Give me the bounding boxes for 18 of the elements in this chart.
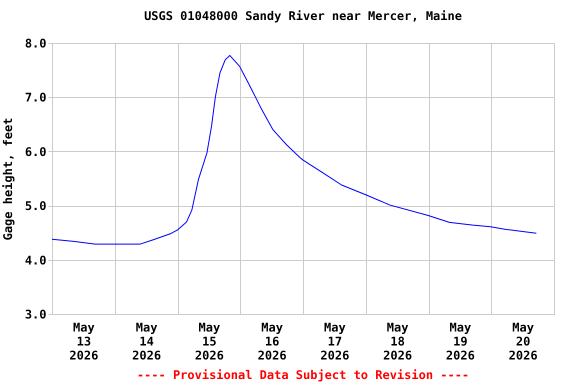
y-tick-label: 8.0 bbox=[24, 36, 46, 50]
x-tick-label: May 20 2026 bbox=[508, 320, 538, 362]
y-tick-label: 6.0 bbox=[24, 144, 46, 159]
x-tick-label: May 15 2026 bbox=[194, 320, 224, 362]
chart-title: USGS 01048000 Sandy River near Mercer, Maine bbox=[144, 9, 462, 23]
y-axis-title: Gage height, feet bbox=[0, 118, 15, 240]
y-tick-label: 4.0 bbox=[24, 253, 46, 268]
line-series bbox=[52, 54, 537, 245]
x-tick-label: May 17 2026 bbox=[320, 320, 350, 362]
y-tick-label: 7.0 bbox=[24, 90, 46, 105]
y-tick-label: 5.0 bbox=[24, 199, 46, 214]
y-tick-label: 3.0 bbox=[24, 308, 46, 322]
x-tick-label: May 18 2026 bbox=[383, 320, 412, 362]
x-tick-label: May 14 2026 bbox=[132, 320, 162, 362]
x-tick-label: May 16 2026 bbox=[258, 320, 287, 362]
x-tick-label: May 13 2026 bbox=[69, 320, 98, 362]
text: ---- Provisional Data Subject to Revision ---- bbox=[136, 368, 470, 382]
x-tick-label: May 19 2026 bbox=[446, 320, 475, 362]
